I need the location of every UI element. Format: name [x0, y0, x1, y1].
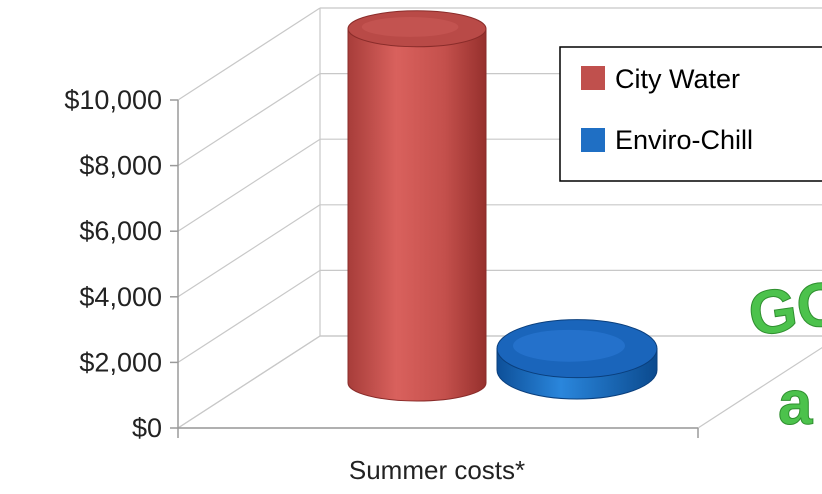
- gridline-side: [177, 7, 321, 101]
- bar-enviro-chill: [496, 319, 658, 400]
- bars: [347, 10, 658, 402]
- gridline-side: [177, 204, 321, 298]
- legend-label-city-water: City Water: [615, 64, 740, 94]
- y-tick-label: $6,000: [79, 216, 162, 246]
- bar-top-highlight: [513, 329, 625, 362]
- y-tick-label: $8,000: [79, 151, 162, 181]
- gridline-side: [177, 73, 321, 167]
- y-tick-label: $10,000: [64, 85, 162, 115]
- gridline-side: [177, 138, 321, 232]
- gridline-side: [177, 335, 321, 429]
- y-axis: $0 $2,000 $4,000 $6,000 $8,000 $10,000: [64, 85, 699, 443]
- promo-text-line2: a: [778, 369, 813, 438]
- y-tick-label: $2,000: [79, 347, 162, 377]
- bar-city-water: [347, 10, 487, 402]
- legend: City Water Enviro-Chill: [559, 46, 822, 182]
- y-tick-label: $4,000: [79, 282, 162, 312]
- promo-text-line1: GO: [744, 268, 822, 350]
- gridline-side: [177, 269, 321, 363]
- legend-swatch-enviro-chill: [581, 128, 605, 152]
- y-tick-label: $0: [132, 413, 162, 443]
- legend-label-enviro-chill: Enviro-Chill: [615, 125, 753, 155]
- bar-top-highlight: [361, 17, 459, 37]
- bar-body: [347, 28, 487, 402]
- x-category-label: Summer costs*: [349, 455, 525, 485]
- legend-swatch-city-water: [581, 66, 605, 90]
